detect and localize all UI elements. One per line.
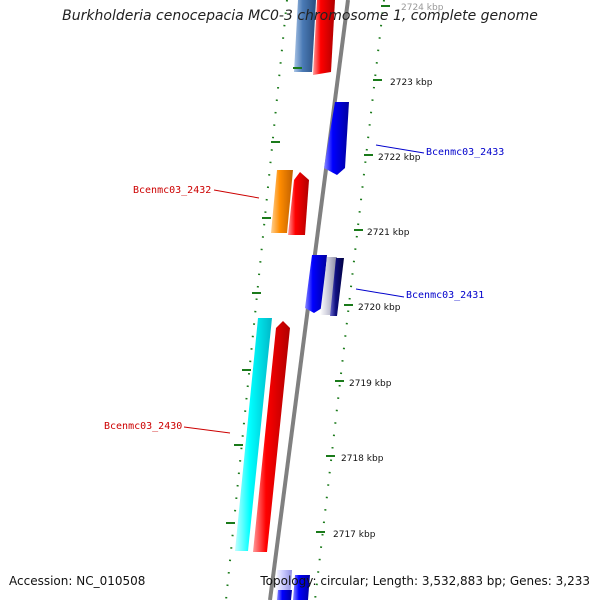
cds-reverse-bottom-left	[277, 590, 292, 600]
tick-label: 2719 kbp	[349, 379, 392, 389]
cds-reverse-bcenmc03-2433[interactable]	[324, 102, 349, 175]
tick-label: 2718 kbp	[341, 454, 384, 464]
leader-line	[213, 189, 260, 199]
leader-line	[355, 288, 405, 298]
inner-ticks	[226, 67, 302, 524]
feature-glyphs	[235, 0, 349, 600]
cds-forward-bcenmc03-2430[interactable]	[253, 321, 290, 552]
accession-text: Accession: NC_010508	[9, 574, 146, 588]
grey-feature	[320, 257, 337, 315]
gene-labels: Bcenmc03_2433 Bcenmc03_2432 Bcenmc03_243…	[104, 144, 504, 434]
tick-label: 2721 kbp	[367, 228, 410, 238]
tick-label: 2720 kbp	[358, 303, 401, 313]
tick-label: 2724 kbp	[401, 3, 444, 13]
scale-ticks: 2724 kbp 2723 kbp 2722 kbp 2721 kbp 2720…	[316, 3, 444, 540]
cds-reverse-bottom-right	[293, 575, 310, 600]
gene-label-bcenmc03-2431[interactable]: Bcenmc03_2431	[406, 290, 484, 301]
gene-label-bcenmc03-2433[interactable]: Bcenmc03_2433	[426, 147, 504, 158]
map-title: Burkholderia cenocepacia MC0-3 chromosom…	[62, 8, 538, 24]
gene-label-bcenmc03-2432[interactable]: Bcenmc03_2432	[133, 185, 211, 196]
cyan-feature	[235, 318, 272, 551]
tick-label: 2723 kbp	[390, 78, 433, 88]
inner-guide-arc	[225, 0, 288, 600]
orange-feature	[271, 170, 293, 233]
outer-guide-arc	[314, 0, 385, 600]
gene-label-bcenmc03-2430[interactable]: Bcenmc03_2430	[104, 421, 182, 432]
cds-reverse-bcenmc03-2431[interactable]	[305, 255, 327, 313]
leader-line	[375, 144, 425, 154]
navy-feature	[330, 258, 344, 316]
tick-label: 2722 kbp	[378, 153, 421, 163]
topology-text: Topology: circular; Length: 3,532,883 bp…	[260, 574, 590, 588]
steelblue-feature	[294, 0, 316, 72]
cds-forward-bcenmc03-2432[interactable]	[288, 172, 309, 235]
cds-forward-top	[313, 0, 335, 75]
tick-label: 2717 kbp	[333, 530, 376, 540]
leader-line	[183, 426, 231, 434]
